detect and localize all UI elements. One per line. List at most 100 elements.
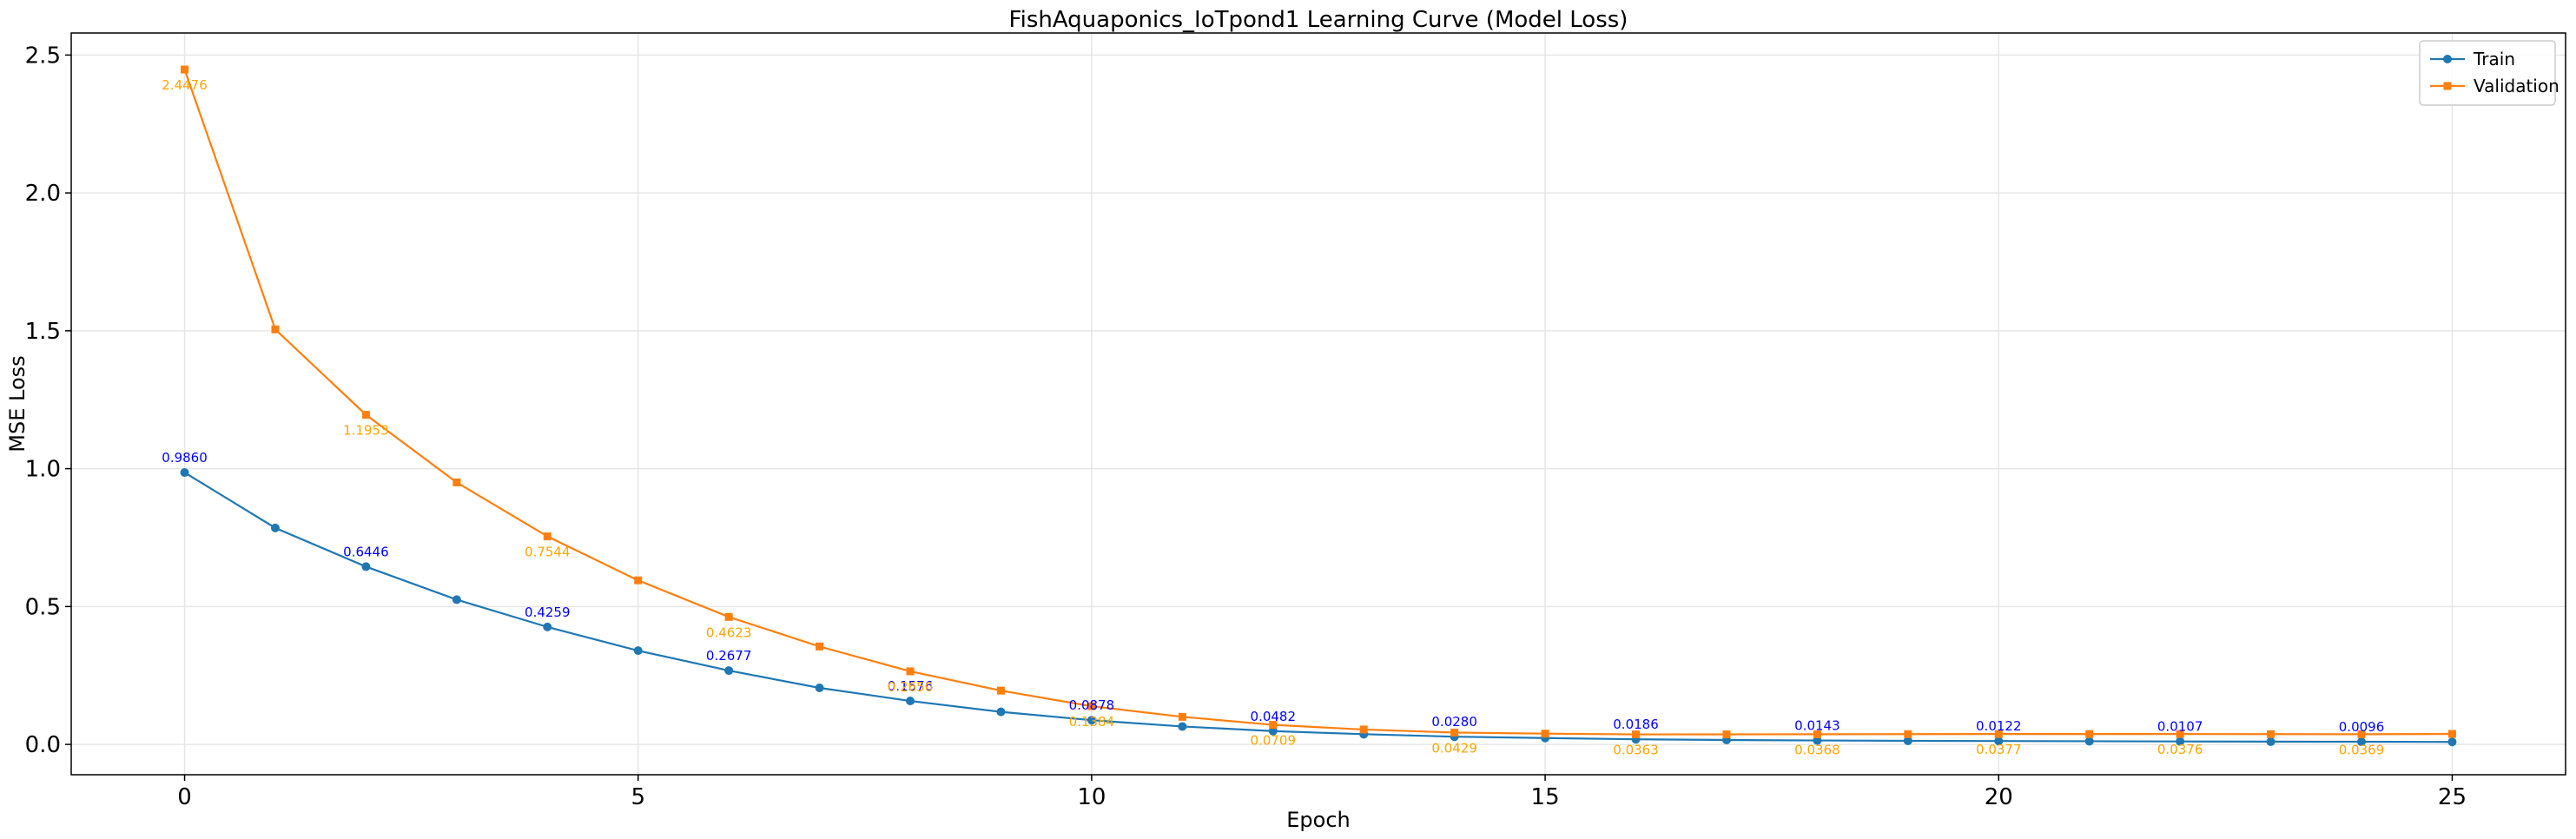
data-point [906,697,915,706]
legend-box [2419,40,2556,106]
x-tick-label: 10 [1077,784,1106,810]
data-point [634,576,643,585]
data-label: 0.4623 [706,624,752,640]
data-label: 0.0377 [1976,742,2022,757]
data-point [996,707,1006,717]
data-point [2266,737,2275,746]
axis-ticks: 0 5 10 15 20 25 0.0 0.5 1.0 1.5 2.0 2.5 [25,43,2467,810]
data-point [1994,730,2003,738]
data-point [1813,736,1822,745]
data-label: 0.9860 [162,450,208,466]
data-label: 0.4259 [525,604,571,620]
data-point [1541,730,1549,738]
data-point [1178,712,1186,721]
chart-title: FishAquaponics_IoTpond1 Learning Curve (… [1009,7,1628,33]
series-line [183,472,2453,743]
data-label: 2.4476 [162,77,208,93]
data-point [1813,730,1821,738]
data-label: 0.0429 [1431,740,1477,756]
legend-marker [2443,82,2452,90]
data-point [1269,721,1278,730]
legend-marker [2443,55,2452,63]
data-point [1178,722,1187,731]
data-label: 1.1953 [343,423,389,439]
data-point [361,562,371,571]
data-label: 0.0709 [1251,733,1297,749]
data-point [2447,730,2456,738]
data-point [1087,716,1096,725]
data-label: 0.0363 [1613,743,1659,758]
y-axis-label: MSE Loss [5,355,30,452]
data-point [633,646,643,656]
data-label: 0.7544 [525,545,571,560]
data-point [452,478,461,486]
data-point [181,65,189,74]
data-point [996,686,1005,695]
data-point [2176,730,2184,738]
data-point [180,468,189,478]
data-label: 0.0369 [2339,742,2385,757]
data-point [1450,728,1459,737]
y-tick-label: 1.0 [25,457,61,483]
data-label: 0.0878 [1069,697,1115,713]
data-point [1722,730,1731,738]
legend-label: Validation [2474,76,2559,96]
data-point [1087,702,1096,710]
series-validation [181,65,2456,739]
x-axis-label: Epoch [1286,808,1351,832]
legend-item-validation: Validation [2430,76,2559,96]
data-point [1903,736,1912,745]
series-line [183,69,2453,736]
data-point [270,523,280,532]
legend-label: Train [2473,49,2515,69]
data-label: 0.0186 [1613,717,1659,732]
x-tick-label: 5 [631,784,645,810]
data-point [2447,737,2457,747]
data-point [452,595,461,604]
x-tick-label: 25 [2438,784,2467,810]
y-tick-label: 0.5 [25,594,61,620]
data-point [543,532,552,541]
data-point [1268,726,1278,736]
data-label: 0.1576 [888,678,934,694]
x-tick-label: 20 [1985,784,2013,810]
data-point [1359,725,1368,734]
data-label: 0.0280 [1431,714,1477,730]
series-train [180,468,2457,747]
data-label: 0.0143 [1794,718,1840,734]
data-label: 0.0368 [1794,742,1840,757]
data-point [2267,730,2275,738]
data-point [271,325,280,334]
data-point [1994,737,2004,746]
data-point [906,667,915,676]
y-tick-label: 2.0 [25,181,61,207]
data-point [2357,730,2366,738]
data-label: 0.2677 [706,648,752,664]
data-point [724,666,734,676]
data-point [361,411,370,420]
x-tick-label: 0 [177,784,192,810]
data-point [2357,737,2367,747]
data-point [2084,737,2094,746]
data-label: 0.2650 [888,679,934,695]
x-tick-label: 15 [1531,784,1560,810]
data-point [724,612,733,621]
y-tick-label: 0.0 [25,732,61,758]
data-point [2176,737,2185,746]
plot-series [180,65,2457,747]
data-point [1904,730,1912,738]
data-point [2085,730,2094,738]
grid [71,33,2566,775]
y-tick-label: 1.5 [25,319,61,345]
data-label: 0.0482 [1251,709,1297,724]
y-tick-label: 2.5 [25,43,61,69]
data-label: 0.0107 [2157,719,2203,735]
legend-item-train: Train [2430,49,2515,69]
data-point [1632,730,1641,739]
data-labels: 0.9860 0.6446 0.4259 0.2677 0.1576 0.0878 0.04… [162,77,2384,758]
data-label: 0.0122 [1976,718,2022,734]
data-label: 0.6446 [343,544,389,559]
legend: Train Validation [2419,40,2559,106]
data-label: 0.0096 [2339,719,2385,735]
